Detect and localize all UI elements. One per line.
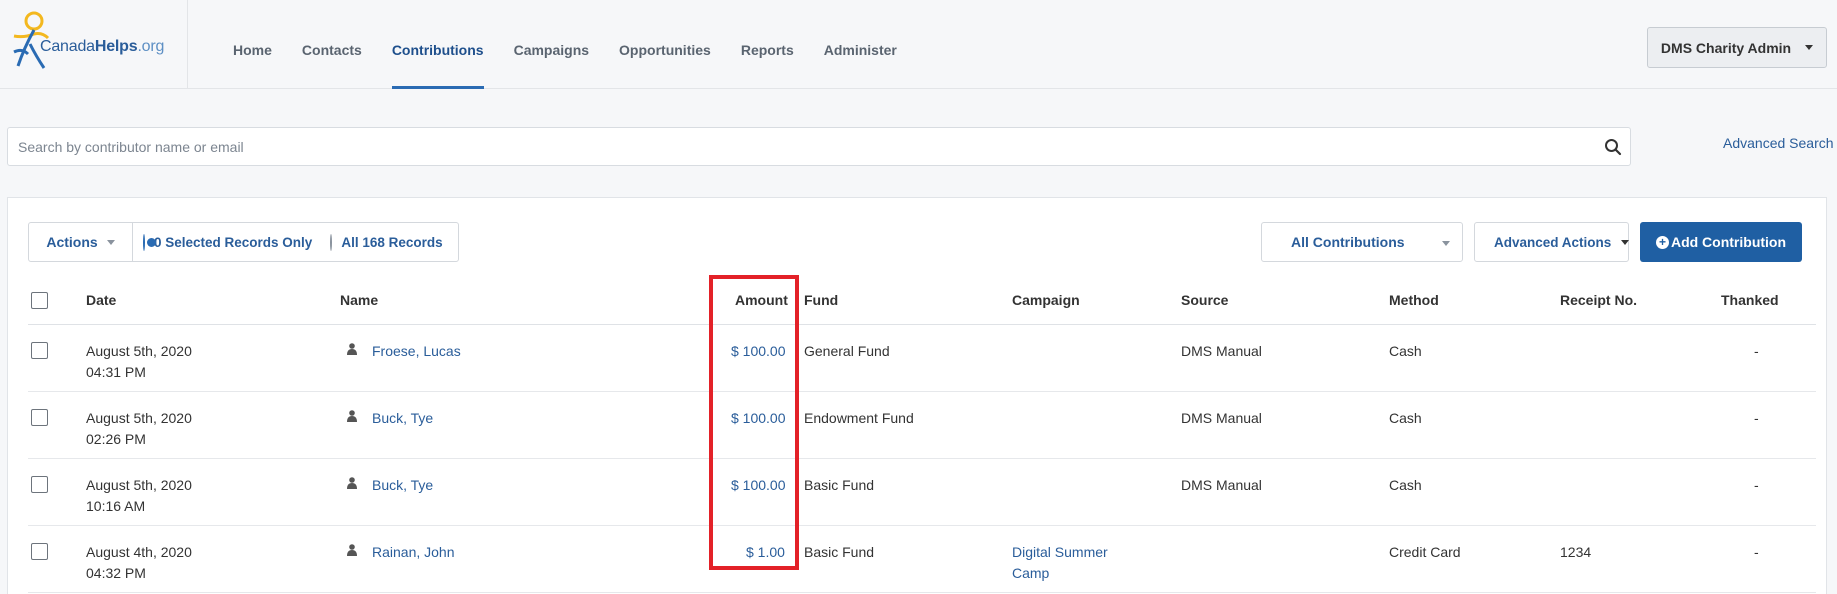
- contributor-name-link[interactable]: Buck, Tye: [372, 477, 434, 493]
- record-scope-selector: 0 Selected Records Only All 168 Records: [132, 222, 459, 262]
- logo[interactable]: CanadaHelps.org: [0, 0, 188, 89]
- row-checkbox[interactable]: [31, 409, 48, 426]
- contributor-name-link[interactable]: Buck, Tye: [372, 410, 434, 426]
- amount-link[interactable]: $ 100.00: [731, 477, 786, 493]
- radio-selected-records[interactable]: [143, 233, 156, 251]
- contributor-name-link[interactable]: Froese, Lucas: [372, 343, 461, 359]
- date-cell: August 5th, 2020 02:26 PM: [86, 410, 192, 447]
- row-checkbox[interactable]: [31, 543, 48, 560]
- all-records-label[interactable]: All 168 Records: [341, 234, 443, 250]
- nav-reports[interactable]: Reports: [740, 42, 794, 58]
- amount-link[interactable]: $ 1.00: [746, 544, 785, 560]
- nav-home[interactable]: Home: [233, 42, 272, 58]
- method-cell: Cash: [1389, 343, 1422, 359]
- column-header-method[interactable]: Method: [1389, 292, 1439, 308]
- nav-opportunities[interactable]: Opportunities: [619, 42, 711, 58]
- contribution-filter-dropdown[interactable]: All Contributions: [1261, 222, 1463, 262]
- row-checkbox[interactable]: [31, 476, 48, 493]
- person-icon: [347, 477, 357, 489]
- source-cell: DMS Manual: [1181, 343, 1262, 359]
- date-cell: August 5th, 2020 10:16 AM: [86, 477, 192, 514]
- top-header: CanadaHelps.org Home Contacts Contributi…: [0, 0, 1837, 89]
- table-row: August 4th, 2020 04:32 PM Rainan, John $ …: [28, 526, 1816, 593]
- add-contribution-label: Add Contribution: [1670, 234, 1787, 250]
- method-cell: Credit Card: [1389, 544, 1461, 560]
- table-row: August 5th, 2020 04:31 PM Froese, Lucas $…: [28, 325, 1816, 392]
- select-all-checkbox[interactable]: [31, 292, 48, 309]
- header-divider: [28, 324, 1816, 325]
- thanked-cell: -: [1754, 410, 1759, 426]
- person-icon: [347, 343, 357, 355]
- column-header-thanked[interactable]: Thanked: [1721, 292, 1779, 308]
- search-bar: [7, 127, 1631, 166]
- table-row: August 5th, 2020 10:16 AM Buck, Tye $ 100…: [28, 459, 1816, 526]
- fund-cell: Basic Fund: [804, 544, 875, 560]
- canadahelps-logo-icon: [13, 11, 50, 69]
- column-header-source[interactable]: Source: [1181, 292, 1229, 308]
- nav-contributions[interactable]: Contributions: [391, 0, 484, 89]
- search-input[interactable]: [8, 128, 1568, 165]
- receipt-cell: 1234: [1560, 544, 1592, 560]
- source-cell: DMS Manual: [1181, 410, 1262, 426]
- caret-down-icon: [1621, 239, 1630, 245]
- user-menu-button[interactable]: DMS Charity Admin: [1647, 27, 1827, 68]
- actions-dropdown[interactable]: Actions: [28, 222, 133, 262]
- main-nav: Home Contacts Contributions Campaigns Op…: [233, 0, 927, 89]
- source-cell: DMS Manual: [1181, 477, 1262, 493]
- caret-down-icon: [1805, 45, 1814, 50]
- fund-cell: Endowment Fund: [804, 410, 914, 426]
- nav-campaigns[interactable]: Campaigns: [513, 42, 590, 58]
- selected-records-label[interactable]: 0 Selected Records Only: [154, 234, 313, 250]
- brand-name: CanadaHelps.org: [40, 38, 165, 55]
- advanced-search-link[interactable]: Advanced Search: [1723, 135, 1834, 151]
- radio-all-records[interactable]: [330, 233, 333, 251]
- add-contribution-button[interactable]: + Add Contribution: [1640, 222, 1802, 262]
- person-icon: [347, 410, 357, 422]
- search-icon[interactable]: [1604, 138, 1622, 156]
- user-menu-label: DMS Charity Admin: [1660, 39, 1792, 56]
- nav-contacts[interactable]: Contacts: [301, 42, 362, 58]
- column-header-receipt-no[interactable]: Receipt No.: [1560, 292, 1638, 308]
- filter-label: All Contributions: [1291, 234, 1405, 250]
- thanked-cell: -: [1754, 343, 1759, 359]
- advanced-actions-label: Advanced Actions: [1494, 234, 1612, 250]
- row-checkbox[interactable]: [31, 342, 48, 359]
- fund-cell: General Fund: [804, 343, 890, 359]
- date-cell: August 4th, 2020 04:32 PM: [86, 544, 192, 581]
- caret-down-icon: [106, 239, 115, 245]
- contributions-panel: Actions 0 Selected Records Only All 168 …: [7, 197, 1827, 594]
- advanced-actions-dropdown[interactable]: Advanced Actions: [1474, 222, 1630, 262]
- actions-label: Actions: [46, 234, 98, 250]
- method-cell: Cash: [1389, 477, 1422, 493]
- column-header-name[interactable]: Name: [340, 292, 379, 308]
- amount-link[interactable]: $ 100.00: [731, 410, 786, 426]
- contributor-name-link[interactable]: Rainan, John: [372, 544, 455, 560]
- date-cell: August 5th, 2020 04:31 PM: [86, 343, 192, 380]
- campaign-link[interactable]: Digital Summer Camp: [1012, 544, 1108, 581]
- amount-column-highlight: [709, 275, 799, 570]
- nav-administer[interactable]: Administer: [823, 42, 897, 58]
- column-header-amount[interactable]: Amount: [735, 292, 788, 308]
- person-icon: [347, 544, 357, 556]
- amount-link[interactable]: $ 100.00: [731, 343, 786, 359]
- plus-circle-icon: +: [1655, 235, 1669, 249]
- thanked-cell: -: [1754, 544, 1759, 560]
- column-header-campaign[interactable]: Campaign: [1012, 292, 1080, 308]
- method-cell: Cash: [1389, 410, 1422, 426]
- caret-down-icon: [1442, 241, 1450, 246]
- column-header-fund[interactable]: Fund: [804, 292, 839, 308]
- column-header-date[interactable]: Date: [86, 292, 117, 308]
- thanked-cell: -: [1754, 477, 1759, 493]
- fund-cell: Basic Fund: [804, 477, 875, 493]
- table-row: August 5th, 2020 02:26 PM Buck, Tye $ 100…: [28, 392, 1816, 459]
